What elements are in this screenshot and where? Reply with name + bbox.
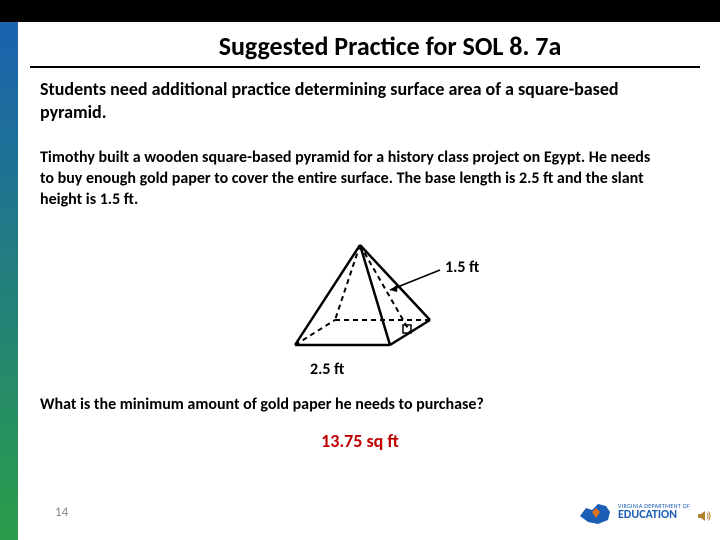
question-text: What is the minimum amount of gold paper… — [40, 395, 680, 414]
pyramid-diagram — [265, 235, 455, 365]
logo-title: EDUCATION — [618, 509, 690, 521]
problem-text: Timothy built a wooden square-based pyra… — [40, 148, 660, 210]
answer-text: 13.75 sq ft — [0, 430, 720, 452]
virginia-shape-icon — [578, 498, 612, 526]
title-underline — [30, 66, 700, 68]
page-number: 14 — [55, 505, 68, 520]
slant-height-label: 1.5 ft — [445, 258, 479, 277]
page-title: Suggested Practice for SOL 8. 7a — [100, 30, 680, 62]
speaker-icon — [696, 508, 712, 524]
subtitle: Students need additional practice determ… — [40, 78, 670, 123]
left-gradient-bar — [0, 0, 18, 540]
vdoe-logo: VIRGINIA DEPARTMENT OF EDUCATION — [578, 498, 690, 526]
base-length-label: 2.5 ft — [310, 360, 344, 379]
top-black-bar — [0, 0, 720, 22]
logo-text: VIRGINIA DEPARTMENT OF EDUCATION — [618, 503, 690, 521]
